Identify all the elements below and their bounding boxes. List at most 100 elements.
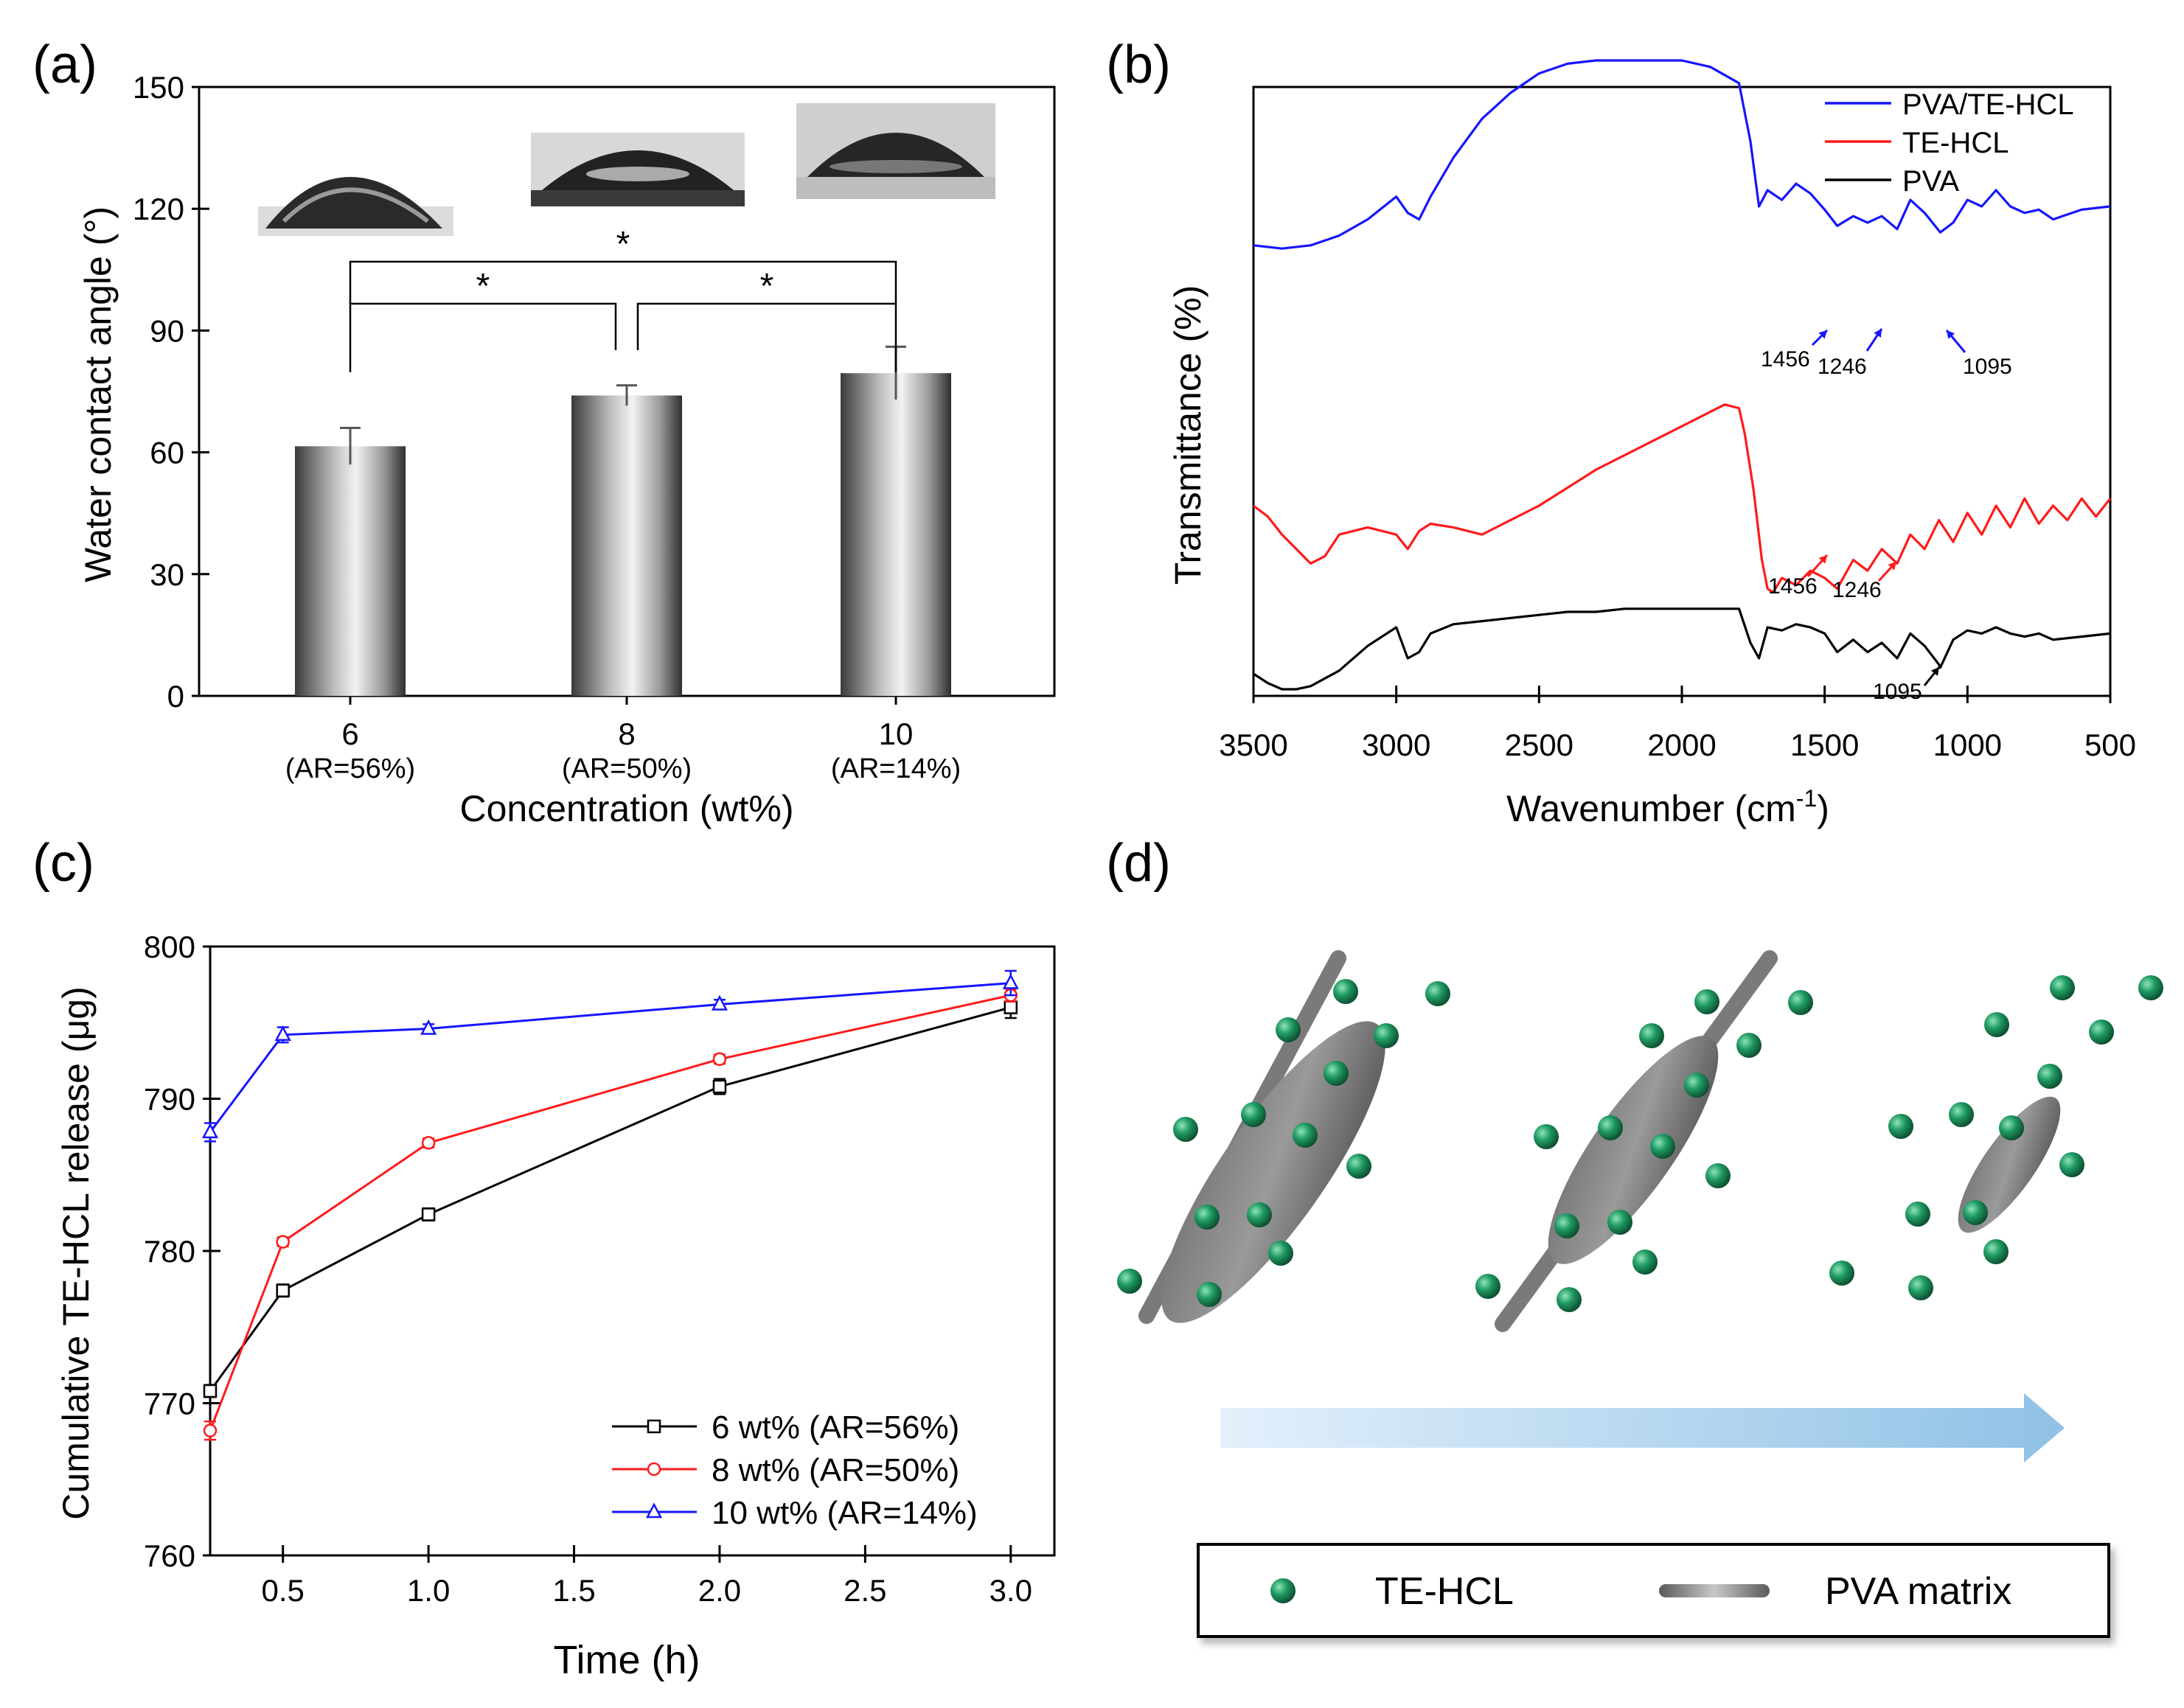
- panel-c-release-chart: (c) 760 770 780 790 800 0.5 1.0 1.5 2.0 2.5 3.0 6 w…: [32, 834, 1056, 1682]
- te-hcl-particle: [1293, 1123, 1318, 1148]
- data-point-c: [1004, 1000, 1018, 1014]
- te-hcl-particle: [2037, 1064, 2062, 1089]
- annotation-label: 1095: [1963, 355, 2012, 379]
- data-point-c: [274, 1025, 291, 1042]
- data-point-c: [276, 1235, 290, 1249]
- te-hcl-particle: [1949, 1102, 1974, 1127]
- x-tick-label-c: 2.5: [844, 1573, 886, 1608]
- significance-label: *: [760, 267, 774, 306]
- te-hcl-particle: [1888, 1114, 1913, 1139]
- te-hcl-particle: [1247, 1202, 1272, 1227]
- data-point-c: [276, 1283, 290, 1297]
- y-tick-label-a: 60: [150, 436, 184, 470]
- x-tick-label-a: 10: [879, 717, 914, 751]
- te-hcl-particle: [1788, 990, 1813, 1015]
- axes-frame-b: [1252, 86, 2112, 697]
- legend-marker-c: [645, 1502, 663, 1519]
- bar: [295, 446, 406, 696]
- te-hcl-particle: [1534, 1124, 1559, 1149]
- annotation-arrowhead: [1818, 555, 1827, 564]
- data-point-c: [711, 994, 728, 1011]
- annotation-arrowhead: [1947, 330, 1955, 339]
- pva-bead: [1548, 1036, 1719, 1264]
- schematic-legend: TE-HCL PVA matrix: [1197, 1543, 2110, 1638]
- x-tick-label-a: 8: [618, 717, 635, 751]
- legend-matrix-icon: [1659, 1584, 1770, 1597]
- panel-b-ftir-chart: (b) 3500 3000 2500 2000 1500 1000 500 PVA/TE-HC…: [1106, 35, 2136, 829]
- te-hcl-particle: [1173, 1117, 1198, 1142]
- panel-a-bar-chart: (a) 0 30 60 90 120 150 6(AR=56%) 8(AR=50%) 10(AR…: [32, 35, 1056, 829]
- x-axis-label-c: Time (h): [554, 1638, 700, 1682]
- te-hcl-particle: [2138, 975, 2163, 1000]
- x-tick-label-b: 3000: [1362, 728, 1430, 762]
- te-hcl-particle: [1705, 1163, 1731, 1188]
- y-axis-label-b: Transmittance (%): [1167, 285, 1208, 585]
- legend-label-c: 6 wt% (AR=56%): [712, 1409, 959, 1446]
- te-hcl-particle: [1694, 989, 1719, 1014]
- x-tick-sublabel-a: (AR=56%): [285, 753, 415, 784]
- x-tick-label-c: 1.5: [552, 1573, 595, 1608]
- pva-bead: [1161, 1021, 1385, 1323]
- te-hcl-particle: [1117, 1269, 1142, 1294]
- series-line-c: [209, 994, 1012, 1432]
- plot-area-b: 3500 3000 2500 2000 1500 1000 500 PVA/TE-HCL TE-…: [1219, 59, 2136, 762]
- x-tick-label-b: 3500: [1219, 728, 1287, 762]
- te-hcl-particle: [1346, 1154, 1371, 1179]
- te-hcl-particle: [1963, 1200, 1988, 1225]
- annotation-arrowhead: [1818, 330, 1827, 339]
- te-hcl-particle: [1598, 1115, 1623, 1140]
- series-line-pva-te-hcl: [1253, 59, 2111, 250]
- y-tick-label-a: 120: [133, 192, 184, 226]
- data-point-c: [1002, 973, 1019, 989]
- x-axis-label-b: Wavenumber (cm-1): [1506, 785, 1829, 829]
- te-hcl-particle: [1241, 1102, 1266, 1127]
- series-line-c: [209, 982, 1011, 1133]
- significance-bracket: [349, 302, 617, 372]
- series-line-c: [209, 1006, 1012, 1392]
- panel-label-b: (b): [1106, 35, 1171, 94]
- te-hcl-particle: [2059, 1152, 2084, 1177]
- x-tick-label-a: 6: [341, 717, 358, 751]
- annotation-label: 1246: [1818, 355, 1867, 379]
- y-axis-label-a: Water contact angle (°): [77, 206, 119, 582]
- x-tick-label-c: 2.0: [698, 1573, 741, 1608]
- bar: [571, 395, 682, 696]
- data-point-c: [712, 1079, 727, 1094]
- te-hcl-particle: [1984, 1012, 2009, 1037]
- te-hcl-particle: [1554, 1213, 1579, 1238]
- te-hcl-particle: [2089, 1019, 2114, 1045]
- te-hcl-particle: [1983, 1239, 2009, 1264]
- te-hcl-particle: [1324, 1061, 1349, 1086]
- series-line-te-hcl: [1253, 403, 2112, 594]
- te-hcl-particle: [1736, 1033, 1762, 1058]
- x-tick-label-c: 3.0: [990, 1573, 1032, 1608]
- data-point-c: [421, 1207, 436, 1221]
- te-hcl-particle: [1908, 1275, 1933, 1300]
- annotation-arrowhead: [1930, 667, 1939, 676]
- annotation-label: 1246: [1832, 578, 1882, 602]
- legend-matrix-label: PVA matrix: [1825, 1570, 2011, 1613]
- annotation-label: 1095: [1873, 680, 1922, 704]
- data-point-c: [420, 1019, 437, 1035]
- legend-label-b: PVA: [1902, 165, 1959, 198]
- plot-area-a: 0 30 60 90 120 150 6(AR=56%) 8(AR=50%) 10(AR=14%…: [133, 70, 1056, 784]
- x-tick-sublabel-a: (AR=50%): [562, 753, 692, 784]
- x-tick-label-b: 500: [2084, 728, 2136, 762]
- y-tick-label-a: 0: [167, 679, 184, 714]
- y-tick-label-c: 780: [144, 1234, 195, 1269]
- te-hcl-particle: [1475, 1274, 1500, 1299]
- x-tick-label-c: 1.0: [407, 1573, 450, 1608]
- y-tick-label-c: 770: [144, 1387, 195, 1421]
- plot-area-c: 760 770 780 790 800 0.5 1.0 1.5 2.0 2.5 3.0 6 wt% (…: [144, 930, 1056, 1608]
- te-hcl-particle: [1684, 1073, 1709, 1098]
- y-tick-label-a: 150: [133, 70, 184, 105]
- te-hcl-particle: [1650, 1134, 1675, 1159]
- te-hcl-particle: [2050, 975, 2075, 1000]
- droplet-image-8wt: [531, 133, 745, 206]
- significance-bracket: [349, 260, 897, 304]
- te-hcl-particle: [1632, 1249, 1658, 1275]
- time-arrow: [1220, 1393, 2065, 1463]
- x-axis-label-a: Concentration (wt%): [460, 788, 794, 829]
- te-hcl-particle: [1905, 1202, 1930, 1227]
- x-tick-label-c: 0.5: [262, 1573, 305, 1608]
